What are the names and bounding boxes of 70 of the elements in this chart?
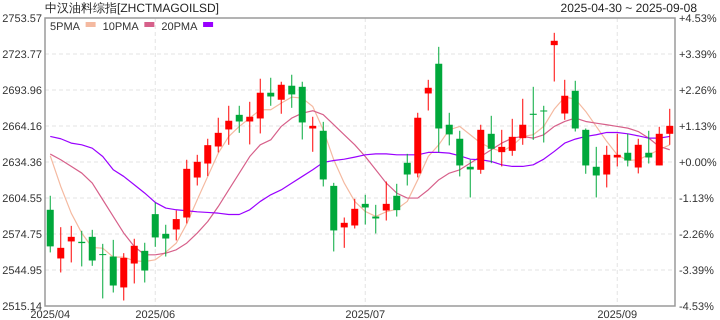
y2-tick-label: +0.00% <box>679 157 717 169</box>
candlestick <box>225 105 232 146</box>
candlestick <box>372 204 380 234</box>
candlestick <box>466 159 474 198</box>
candlestick <box>68 225 75 263</box>
candlestick <box>204 138 212 177</box>
candlestick <box>340 217 348 248</box>
x-tick-label: 2025/09 <box>597 309 638 320</box>
candlestick <box>634 138 642 174</box>
y2-tick-label: -3.39% <box>679 264 714 277</box>
candlestick <box>404 153 411 186</box>
candlestick <box>88 229 96 266</box>
candlestick <box>498 129 506 167</box>
y-tick-label: 2544.95 <box>2 264 42 277</box>
y-tick-label: 2574.75 <box>2 228 42 241</box>
candlestick <box>309 116 316 152</box>
candlestick <box>519 98 526 146</box>
candlestick <box>530 86 537 140</box>
candlestick <box>592 146 600 198</box>
x-tick-label: 2025/07 <box>345 309 386 320</box>
y2-tick-label: +2.26% <box>679 85 717 98</box>
candlestick <box>246 101 254 145</box>
candlestick <box>603 145 610 188</box>
y2-tick-label: +1.13% <box>679 121 717 134</box>
candlestick <box>393 183 400 218</box>
candlestick <box>645 130 652 164</box>
legend-label: 10PMA <box>102 21 140 33</box>
candlestick <box>99 243 106 299</box>
candlestick <box>288 74 296 108</box>
candlestick <box>152 202 159 248</box>
y2-tick-label: +3.39% <box>679 49 717 62</box>
candlestick <box>214 117 222 153</box>
candlestick <box>236 105 243 134</box>
chart-title: 中汉油料综指[ZHCTMAGOILSD] <box>45 1 220 15</box>
y-tick-label: 2693.96 <box>2 85 42 98</box>
y2-tick-label: -1.13% <box>679 192 714 205</box>
y-tick-label: 2604.55 <box>2 193 42 205</box>
candlestick <box>508 118 516 156</box>
candlestick <box>267 77 274 106</box>
y-tick-label: 2723.77 <box>2 48 42 61</box>
candlestick <box>162 224 170 258</box>
candlestick <box>540 105 548 143</box>
chart-subtitle: 2025-04-30 ~ 2025-09-08 <box>560 1 698 15</box>
y2-tick-label: -4.53% <box>679 301 714 313</box>
legend-label: 5PMA <box>50 21 81 33</box>
y2-tick-label: +4.53% <box>679 13 717 25</box>
candlestick <box>141 242 148 283</box>
candlestick <box>172 210 180 241</box>
legend-label: 20PMA <box>161 21 198 33</box>
candlestick <box>362 194 369 226</box>
candlestick <box>278 81 285 114</box>
candlestick <box>614 133 621 167</box>
candlestick <box>382 181 390 222</box>
x-tick-label: 2025/06 <box>135 309 176 320</box>
candlestick <box>446 112 453 146</box>
candlestick <box>351 198 358 229</box>
candlestick <box>550 32 558 82</box>
candlestick <box>624 133 632 167</box>
y2-tick-label: -2.26% <box>679 228 714 241</box>
y-tick-label: 2634.36 <box>2 156 42 169</box>
candlestick <box>561 79 568 120</box>
y-tick-label: 2753.57 <box>2 13 42 25</box>
y-tick-label: 2664.16 <box>2 121 42 133</box>
candlestick <box>424 79 432 111</box>
x-tick-label: 2025/04 <box>30 309 70 320</box>
candlestick <box>488 115 495 164</box>
candlestick <box>130 238 138 284</box>
candlestick <box>666 108 674 146</box>
candlestick <box>57 226 64 273</box>
candlestick <box>194 154 201 186</box>
